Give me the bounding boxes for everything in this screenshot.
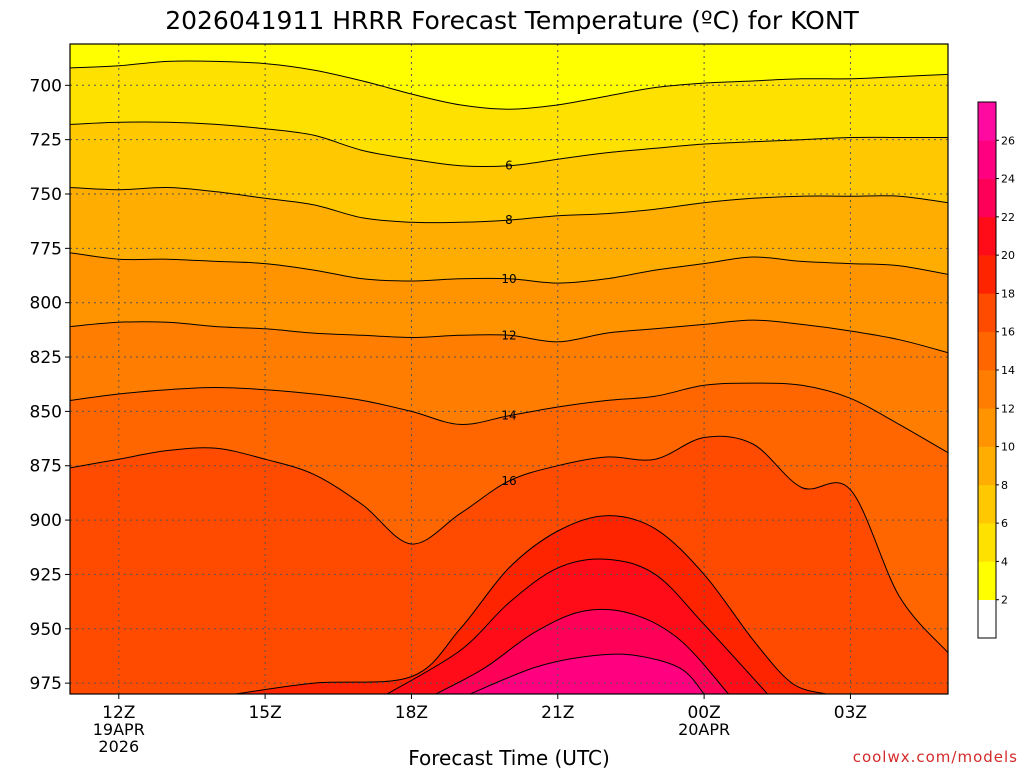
credit-annotation: coolwx.com/models: [853, 748, 1018, 766]
contour-line-8: [70, 186, 948, 224]
colorbar-label-16: 16: [1001, 326, 1015, 339]
x-tick-label-00Z: 00Z: [687, 703, 720, 723]
colorbar-label-24: 24: [1001, 173, 1015, 186]
colorbar-segment-5: [978, 408, 996, 447]
contour-line-12: [70, 319, 948, 354]
colorbar-label-6: 6: [1001, 517, 1008, 530]
colorbar-label-10: 10: [1001, 441, 1015, 454]
contour-line-4: [70, 60, 948, 110]
contour-label-8: 8: [505, 213, 513, 227]
x-tick-label-21Z: 21Z: [541, 703, 574, 723]
colorbar-segment-1: [978, 561, 996, 601]
contour-label-10: 10: [501, 272, 516, 286]
contour-line-18: [235, 515, 827, 694]
contour-label-12: 12: [501, 328, 516, 342]
y-tick-label-775: 775: [30, 239, 62, 259]
contour-label-16: 16: [501, 474, 516, 488]
y-tick-label-725: 725: [30, 131, 62, 151]
colorbar-segment-4: [978, 446, 996, 486]
colorbar-segment-0: [978, 599, 996, 639]
colorbar-label-2: 2: [1001, 594, 1008, 607]
contour-label-14: 14: [501, 409, 516, 423]
colorbar-label-22: 22: [1001, 211, 1015, 224]
y-tick-label-825: 825: [30, 348, 62, 368]
chart-title: 2026041911 HRRR Forecast Temperature (ºC…: [165, 6, 859, 35]
colorbar-segment-8: [978, 293, 996, 333]
colorbar-label-20: 20: [1001, 249, 1015, 262]
contour-line-20: [386, 558, 768, 694]
contour-line-14: [70, 382, 948, 454]
y-tick-label-700: 700: [30, 76, 62, 96]
colorbar-segment-10: [978, 216, 996, 256]
y-tick-label-925: 925: [30, 565, 62, 585]
grid-layer: [70, 44, 948, 694]
fill-warm-core-24: [470, 654, 705, 694]
y-tick-label-850: 850: [30, 402, 62, 422]
x-date-label-12Z: 19APR: [93, 720, 145, 739]
colorbar-segment-7: [978, 331, 996, 371]
colorbar-label-14: 14: [1001, 364, 1015, 377]
colorbar-segment-11: [978, 178, 996, 218]
colorbar-label-26: 26: [1001, 134, 1015, 147]
x-tick-label-15Z: 15Z: [248, 703, 281, 723]
contour-line-6: [70, 121, 948, 168]
contour-line-22: [435, 608, 729, 694]
temperature-fill-layer: [70, 44, 948, 694]
contour-line-layer: [70, 60, 948, 694]
colorbar-label-8: 8: [1001, 479, 1008, 492]
colorbar-label-12: 12: [1001, 402, 1015, 415]
y-tick-label-750: 750: [30, 185, 62, 205]
colorbar-label-4: 4: [1001, 555, 1008, 568]
contour-label-6: 6: [505, 159, 513, 173]
y-axis: 700 725 750 775 800 825 850 875 900 925 950 975: [30, 76, 70, 694]
contour-line-10: [70, 252, 948, 284]
colorbar-label-18: 18: [1001, 287, 1015, 300]
colorbar-segment-12: [978, 140, 996, 179]
y-tick-label-875: 875: [30, 457, 62, 477]
x-tick-label-18Z: 18Z: [395, 703, 428, 723]
y-tick-label-900: 900: [30, 511, 62, 531]
colorbar-segment-2: [978, 523, 996, 562]
y-tick-label-800: 800: [30, 294, 62, 314]
plot-frame: [69, 43, 949, 695]
x-year-label-12Z: 2026: [98, 737, 139, 756]
x-tick-label-03Z: 03Z: [834, 703, 867, 723]
x-tick-label-12Z: 12Z: [102, 703, 135, 723]
colorbar-segment-6: [978, 370, 996, 409]
y-tick-label-950: 950: [30, 620, 62, 640]
colorbar-segment-3: [978, 484, 996, 524]
x-date-label-00Z: 20APR: [678, 720, 730, 739]
contour-line-24: [469, 653, 705, 694]
x-axis-label: Forecast Time (UTC): [408, 746, 610, 768]
colorbar-segment-9: [978, 255, 996, 294]
contour-line-16: [70, 435, 948, 654]
y-tick-label-975: 975: [30, 674, 62, 694]
contour-label-layer: 6 8 10 12 14 16: [501, 159, 516, 488]
colorbar-segment-13: [978, 102, 996, 141]
